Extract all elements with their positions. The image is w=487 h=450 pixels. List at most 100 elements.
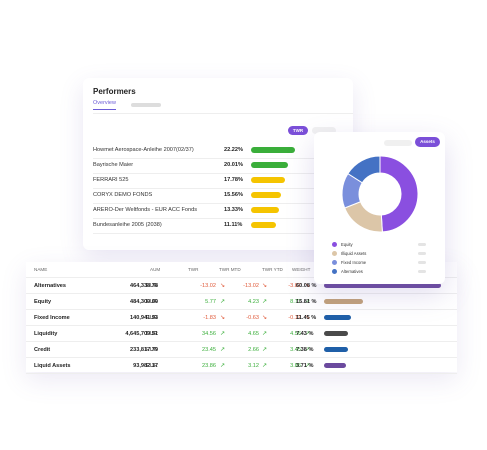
assets-toggle-button[interactable]: Assets — [415, 137, 440, 147]
arrow-up-icon: ↗ — [305, 331, 311, 337]
tab-overview[interactable]: Overview — [93, 100, 116, 110]
row-currency: EUR — [146, 363, 158, 369]
arrow-up-icon: ↗ — [262, 363, 268, 369]
row-name: Credit — [34, 347, 51, 353]
twr-toggle-button[interactable]: TWR — [288, 126, 308, 135]
performer-value: 22.22% — [224, 147, 243, 153]
weight-bar — [324, 331, 349, 336]
arrow-down-icon: ↘ — [305, 315, 311, 321]
donut-slice[interactable] — [379, 155, 419, 233]
legend-label: Equity — [341, 242, 353, 247]
header-twr[interactable]: TWR — [188, 267, 199, 272]
performer-row[interactable]: Bayrische Maier 20.01% — [93, 159, 343, 174]
header-weight[interactable]: WEIGHT — [292, 267, 311, 272]
performer-bar — [251, 192, 282, 198]
row-ytd: 3.45 — [290, 347, 301, 353]
row-name: Liquid Assets — [34, 363, 71, 369]
legend-dot-icon — [332, 260, 337, 265]
row-name: Fixed Income — [34, 315, 70, 321]
arrow-down-icon: ↘ — [262, 283, 268, 289]
row-twr: 23.86 — [202, 363, 216, 369]
performers-tabs: Overview — [93, 100, 353, 114]
arrow-up-icon: ↗ — [220, 363, 226, 369]
performer-row[interactable]: FERRARI 525 17.78% — [93, 174, 343, 189]
table-header: NAME AUM TWR TWR MTD TWR YTD WEIGHT — [26, 262, 457, 278]
arrow-up-icon: ↗ — [220, 331, 226, 337]
legend-item[interactable]: Alternatives — [332, 267, 432, 276]
row-ytd: 4.56 — [290, 331, 301, 337]
row-twr: 23.45 — [202, 347, 216, 353]
legend-label: Illiquid Assets — [341, 251, 367, 256]
legend-value-placeholder — [418, 261, 426, 264]
row-mtd: 2.66 — [248, 347, 259, 353]
performer-row[interactable]: Bundesanleihe 2005 (2038) 11.11% — [93, 219, 343, 234]
legend-value-placeholder — [418, 252, 426, 255]
row-aum: 464,338.78 — [130, 283, 158, 289]
metric-toggle-button[interactable] — [312, 127, 336, 134]
arrow-up-icon: ↗ — [305, 363, 311, 369]
row-twr: -13.02 — [200, 283, 216, 289]
donut-chart — [341, 155, 419, 233]
performer-value: 17.78% — [224, 177, 243, 183]
header-aum[interactable]: AUM — [150, 267, 161, 272]
donut-legend: Equity Illiquid Assets Fixed Income Alterna… — [332, 240, 432, 276]
row-twr: -1.83 — [203, 315, 216, 321]
row-mtd: 4.65 — [248, 331, 259, 337]
performer-value: 11.11% — [224, 222, 243, 228]
row-aum: 484,300.00 — [130, 299, 158, 305]
header-name[interactable]: NAME — [34, 267, 48, 272]
weight-bar — [324, 283, 441, 288]
row-mtd: -13.02 — [243, 283, 259, 289]
legend-item[interactable]: Fixed Income — [332, 258, 432, 267]
legend-dot-icon — [332, 269, 337, 274]
row-name: Alternatives — [34, 283, 67, 289]
legend-item[interactable]: Illiquid Assets — [332, 249, 432, 258]
donut-slice[interactable] — [347, 155, 381, 184]
table-row[interactable]: Liquidity 4,645,709.51 EUR 34.56 ↗ 4.65 ↗ 4.56 ↗… — [26, 326, 457, 342]
view-toggle-button[interactable] — [384, 140, 412, 146]
performer-row[interactable]: Howmet Aerospace-Anleihe 2007(02/37) 22.2… — [93, 144, 343, 159]
performer-name: Bundesanleihe 2005 (2038) — [93, 222, 162, 228]
weight-bar — [324, 363, 346, 368]
table-row[interactable]: Equity 484,300.00 EUR 5.77 ↗ 4.23 ↗ 8.77 ↗ 15.81 … — [26, 294, 457, 310]
arrow-up-icon: ↗ — [262, 331, 268, 337]
row-ytd: -0.12 — [288, 315, 301, 321]
asset-allocation-card: Assets Equity Illiquid Assets Fixed Income… — [314, 132, 445, 284]
row-weight: 7.38 % — [296, 347, 314, 353]
weight-bar — [324, 299, 363, 304]
arrow-up-icon: ↗ — [262, 347, 268, 353]
row-aum: 233,817.79 — [130, 347, 158, 353]
legend-value-placeholder — [418, 270, 426, 273]
header-twr-mtd[interactable]: TWR MTD — [219, 267, 241, 272]
performer-row[interactable]: CORYX DEMO FONDS 15.56% — [93, 189, 343, 204]
row-currency: EUR — [146, 331, 158, 337]
performer-row[interactable]: ARERO-Der Weltfonds - EUR ACC Fonds 13.33… — [93, 204, 343, 219]
arrow-up-icon: ↗ — [305, 299, 311, 305]
performers-title: Performers — [93, 87, 136, 96]
tab-secondary[interactable] — [131, 103, 161, 107]
performer-name: FERRARI 525 — [93, 177, 129, 183]
legend-item[interactable]: Equity — [332, 240, 432, 249]
legend-dot-icon — [332, 242, 337, 247]
arrow-down-icon: ↘ — [220, 315, 226, 321]
legend-label: Alternatives — [341, 269, 363, 274]
arrow-up-icon: ↗ — [220, 347, 226, 353]
row-aum: 140,941.93 — [130, 315, 158, 321]
row-ytd: 3.86 — [290, 363, 301, 369]
performer-value: 13.33% — [224, 207, 243, 213]
row-ytd: -3.87 — [288, 283, 301, 289]
performers-card: Performers Overview TWR Howmet Aerospace… — [83, 78, 353, 250]
table-row[interactable]: Fixed Income 140,941.93 EUR -1.83 ↘ -0.63 ↘ -0.… — [26, 310, 457, 326]
table-row[interactable]: Alternatives 464,338.78 EUR -13.02 ↘ -13.02 ↘ -… — [26, 278, 457, 294]
header-twr-ytd[interactable]: TWR YTD — [262, 267, 283, 272]
weight-bar — [324, 315, 352, 320]
table-row[interactable]: Credit 233,817.79 EUR 23.45 ↗ 2.66 ↗ 3.45 ↗ 7.38 … — [26, 342, 457, 358]
legend-label: Fixed Income — [341, 260, 367, 265]
performer-bar — [251, 147, 295, 153]
row-currency: EUR — [146, 347, 158, 353]
table-row[interactable]: Liquid Assets 93,982.17 EUR 23.86 ↗ 3.12 ↗ 3.86… — [26, 358, 457, 374]
table-body: Alternatives 464,338.78 EUR -13.02 ↘ -13.02 ↘ -… — [26, 278, 457, 374]
row-mtd: 4.23 — [248, 299, 259, 305]
row-weight: 11.45 % — [296, 315, 317, 321]
performer-name: Howmet Aerospace-Anleihe 2007(02/37) — [93, 147, 194, 153]
